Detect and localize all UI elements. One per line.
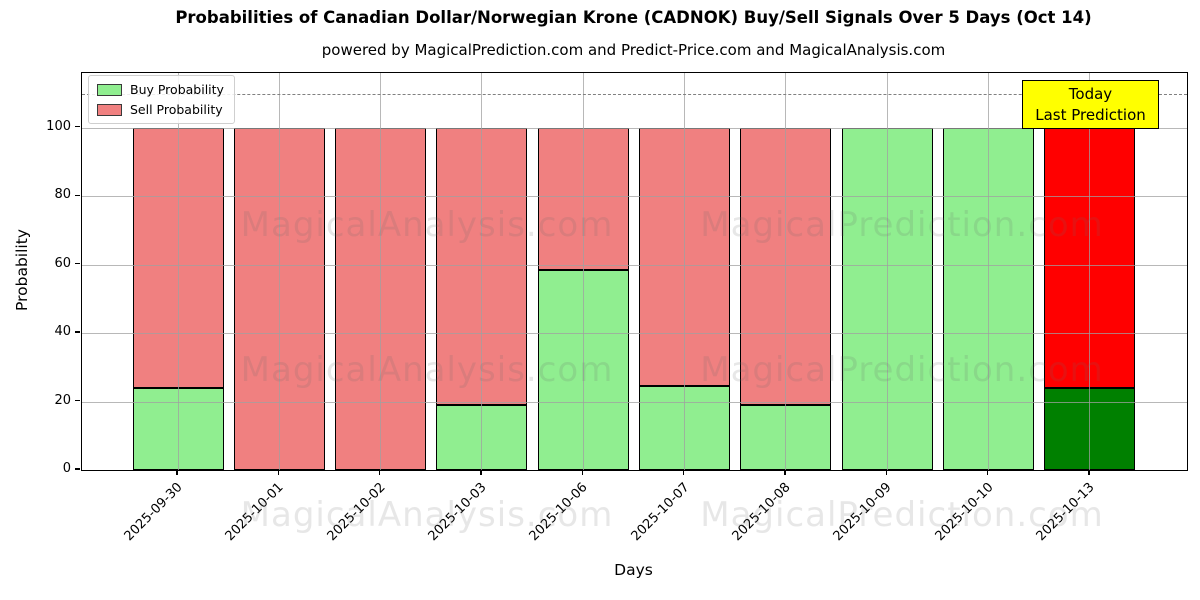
x-tick: [581, 470, 583, 475]
x-tick: [986, 470, 989, 475]
y-tick-label: 20: [54, 392, 71, 408]
horizontal-gridline: [82, 127, 1187, 129]
horizontal-gridline: [82, 401, 1187, 403]
y-tick: [75, 331, 80, 333]
vertical-gridline: [278, 73, 280, 470]
vertical-gridline: [177, 73, 179, 470]
vertical-gridline: [886, 73, 888, 470]
horizontal-gridline: [82, 196, 1187, 198]
x-tick: [1088, 470, 1090, 475]
x-tick: [176, 470, 178, 475]
y-tick-label: 0: [62, 461, 71, 476]
chart-title: Probabilities of Canadian Dollar/Norwegi…: [175, 8, 1092, 27]
x-tick: [885, 470, 887, 475]
horizontal-gridline: [82, 333, 1187, 335]
vertical-gridline: [785, 73, 787, 470]
threshold-dashed-line: [82, 93, 1187, 95]
today-annotation: Today Last Prediction: [1022, 80, 1159, 129]
watermark-text: MagicalAnalysis.com: [240, 205, 614, 245]
legend-label-sell: Sell Probability: [130, 102, 223, 117]
chart-subtitle: powered by MagicalPrediction.com and Pre…: [321, 41, 946, 59]
y-tick: [75, 194, 80, 196]
buy-color-swatch: [97, 83, 122, 96]
x-tick: [480, 470, 482, 475]
vertical-gridline: [1089, 73, 1091, 470]
sell-color-swatch: [97, 103, 122, 116]
watermark-text: MagicalAnalysis.com: [240, 495, 614, 535]
watermark-text: MagicalPrediction.com: [700, 495, 1104, 535]
vertical-gridline: [582, 73, 584, 470]
legend: Buy Probability Sell Probability: [88, 75, 235, 124]
x-tick-label: 2025-09-30: [121, 480, 186, 545]
y-tick-label: 40: [54, 324, 71, 340]
x-tick: [682, 470, 685, 475]
vertical-gridline: [988, 73, 990, 470]
y-tick: [75, 399, 80, 402]
watermark-text: MagicalAnalysis.com: [240, 350, 614, 390]
vertical-gridline: [684, 73, 686, 470]
legend-item-buy: Buy Probability: [97, 82, 224, 97]
legend-item-sell: Sell Probability: [97, 102, 224, 117]
x-tick: [277, 470, 280, 475]
plot-area: MagicalAnalysis.com MagicalPrediction.com…: [81, 72, 1188, 535]
watermark-text: MagicalPrediction.com: [700, 205, 1104, 245]
y-tick: [75, 468, 80, 470]
y-tick: [75, 262, 80, 265]
y-tick: [75, 126, 80, 128]
x-axis-label: Days: [614, 561, 653, 579]
today-annotation-line2: Last Prediction: [1035, 105, 1146, 124]
watermark-text: MagicalPrediction.com: [700, 350, 1104, 390]
x-tick: [378, 470, 381, 475]
y-tick-label: 60: [54, 255, 71, 271]
vertical-gridline: [380, 73, 382, 470]
today-annotation-line1: Today: [1068, 84, 1113, 103]
y-tick-label: 100: [46, 118, 71, 134]
legend-label-buy: Buy Probability: [130, 82, 224, 97]
horizontal-gridline: [82, 264, 1187, 266]
vertical-gridline: [481, 73, 483, 470]
y-tick-label: 80: [54, 187, 71, 203]
x-tick: [784, 470, 786, 475]
